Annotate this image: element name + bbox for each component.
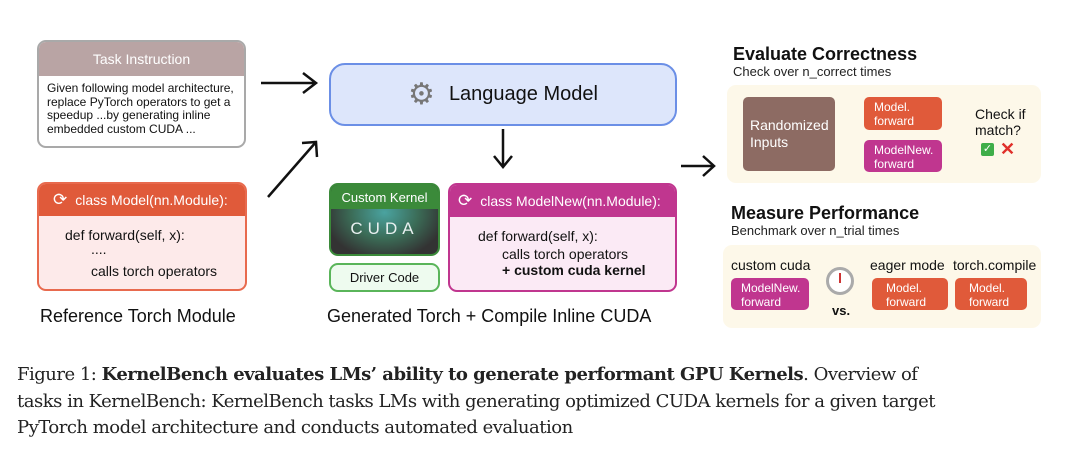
randomized-inputs-label: Randomized Inputs (750, 117, 829, 150)
reference-label: Reference Torch Module (40, 306, 236, 326)
check-mark-icon: ✓ (981, 143, 994, 156)
caption-prefix: Figure 1: (17, 364, 102, 385)
task-instruction-title: Task Instruction (39, 42, 244, 76)
caption-line-1: Figure 1: KernelBench evaluates LMs’ abi… (17, 364, 918, 385)
cuda-logo: CUDA (350, 219, 419, 238)
compile-model-forward-pill: Model. forward (955, 278, 1027, 310)
model-forward-pill: Model. forward (864, 97, 942, 130)
gear-icon: ⚙ (408, 78, 435, 111)
check-match-label: Check if match? (975, 106, 1026, 138)
custom-kernel-box: Custom Kernel CUDA (329, 183, 440, 256)
torch-compile-label: torch.compile (953, 257, 1037, 273)
arrow-to-evaluation (681, 155, 716, 177)
custom-cuda-label: custom cuda (731, 257, 811, 273)
reference-model-box: ⟳ class Model(nn.Module): def forward(se… (37, 182, 247, 291)
performance-subtitle: Benchmark over n_trial times (731, 223, 900, 238)
arrow-task-to-lm (261, 72, 319, 94)
arrow-lm-to-generated (493, 129, 513, 169)
modelnew-def-line: def forward(self, x): (478, 228, 598, 244)
cross-mark-icon: ✕ (1000, 139, 1016, 159)
language-model-label: Language Model (448, 83, 598, 105)
modelnew-call-line: calls torch operators (502, 246, 629, 262)
stopwatch-icon (826, 267, 854, 295)
task-instruction-body: Given following model architecture, repl… (47, 81, 234, 136)
eager-model-forward-pill: Model. forward (872, 278, 948, 310)
caption-line1-rest: . Overview of (803, 364, 918, 385)
task-instruction-box: Task Instruction Given following model a… (37, 40, 246, 148)
reference-class-header: ⟳ class Model(nn.Module): (39, 184, 245, 216)
pytorch-icon: ⟳ (53, 190, 68, 209)
correctness-subtitle: Check over n_correct times (733, 64, 892, 79)
pytorch-icon: ⟳ (458, 191, 473, 210)
vs-label: vs. (832, 303, 851, 318)
caption-line-3: PyTorch model architecture and conducts … (17, 417, 573, 438)
modelnew-box: ⟳ class ModelNew(nn.Module): def forward… (448, 183, 677, 292)
reference-def-line: def forward(self, x): (65, 227, 185, 243)
eager-mode-label: eager mode (870, 257, 945, 273)
driver-code-box: Driver Code (329, 263, 440, 292)
language-model-box: ⚙ Language Model (329, 63, 677, 126)
modelnew-extra-line: + custom cuda kernel (502, 262, 646, 278)
randomized-inputs: Randomized Inputs (743, 97, 835, 171)
caption-line-2: tasks in KernelBench: KernelBench tasks … (17, 391, 936, 412)
generated-label: Generated Torch + Compile Inline CUDA (327, 306, 652, 326)
perf-modelnew-forward-pill: ModelNew. forward (731, 278, 809, 310)
reference-call-line: calls torch operators (91, 263, 218, 279)
performance-title: Measure Performance (731, 203, 920, 223)
arrow-model-to-lm (267, 140, 319, 198)
custom-kernel-title: Custom Kernel (331, 185, 438, 209)
reference-dots: .... (91, 241, 107, 257)
correctness-title: Evaluate Correctness (733, 44, 918, 64)
modelnew-class-line: class ModelNew(nn.Module): (480, 193, 661, 209)
reference-class-line: class Model(nn.Module): (75, 192, 228, 208)
modelnew-forward-pill: ModelNew. forward (864, 140, 942, 172)
caption-bold: KernelBench evaluates LMs’ ability to ge… (101, 364, 804, 385)
driver-code-label: Driver Code (349, 270, 420, 285)
modelnew-class-header: ⟳ class ModelNew(nn.Module): (450, 185, 675, 217)
